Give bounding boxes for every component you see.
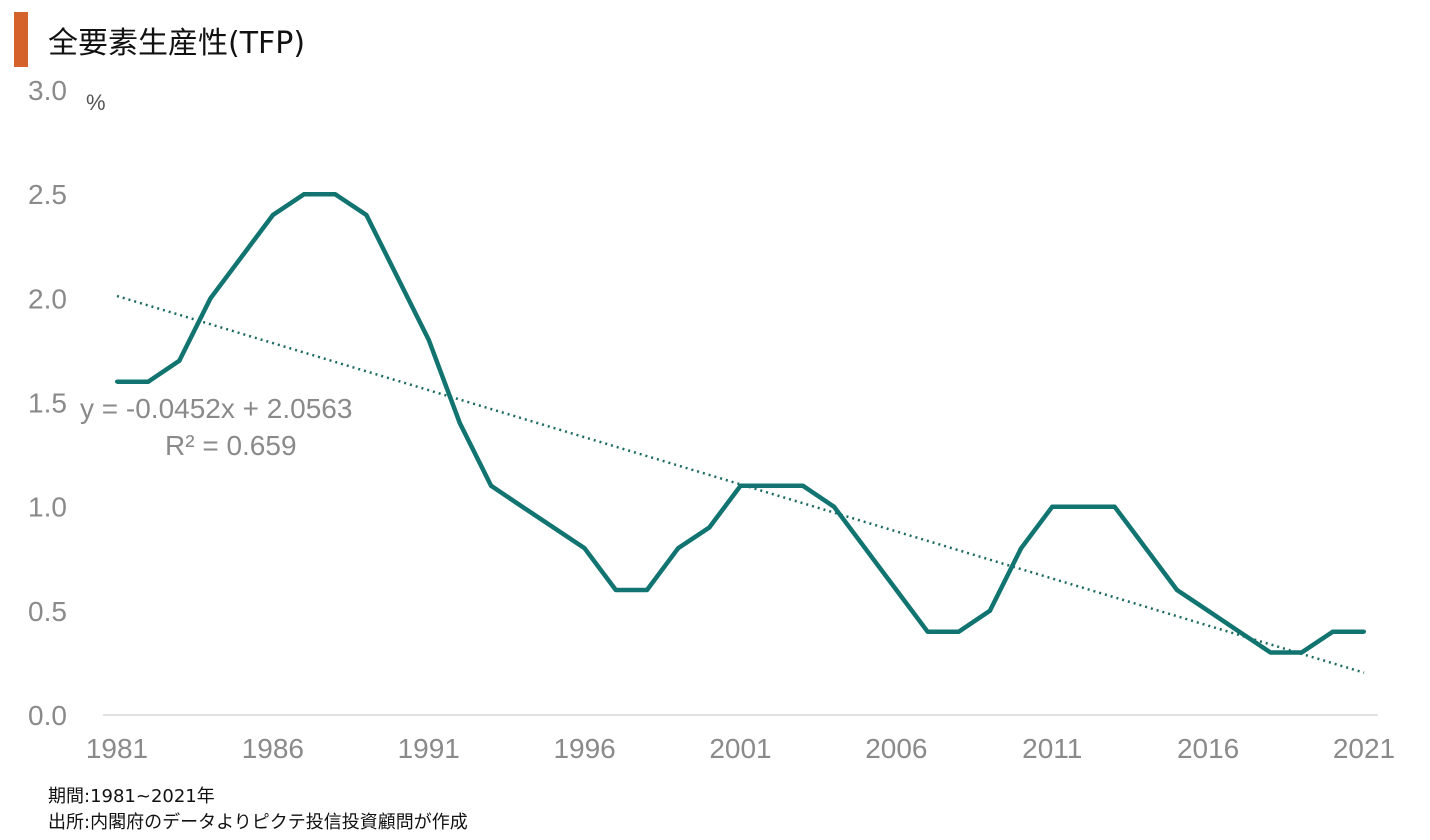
y-tick-label: 2.0 <box>28 283 67 314</box>
y-tick-label: 0.5 <box>28 596 67 627</box>
data-point <box>1299 650 1304 655</box>
trendline-equation: y = -0.0452x + 2.0563 <box>80 393 352 424</box>
data-point <box>302 192 307 197</box>
data-point <box>956 629 961 634</box>
chart-title: 全要素生産性(TFP) <box>48 26 306 61</box>
data-point <box>457 421 462 426</box>
note-period: 期間:1981~2021年 <box>48 786 215 807</box>
data-point <box>1019 546 1024 551</box>
trendline-r-squared: R² = 0.659 <box>165 430 297 461</box>
data-point <box>1237 629 1242 634</box>
data-point <box>925 629 930 634</box>
data-point <box>832 504 837 509</box>
data-point <box>177 358 182 363</box>
data-point <box>987 608 992 613</box>
x-tick-label: 1991 <box>398 733 460 764</box>
data-point <box>613 588 618 592</box>
title-accent-bar <box>14 12 28 67</box>
x-axis-ticks: 1981 1986 1991 1996 2001 2006 2011 2016 2021 <box>86 733 1395 764</box>
x-tick-label: 2006 <box>865 733 927 764</box>
data-point <box>644 588 649 592</box>
y-tick-label: 3.0 <box>28 75 67 106</box>
data-point <box>1112 504 1117 509</box>
data-point <box>239 254 244 259</box>
data-point <box>1362 629 1366 634</box>
y-tick-label: 2.5 <box>28 179 67 210</box>
data-point <box>208 296 213 301</box>
data-point <box>1330 629 1335 634</box>
trendline <box>116 294 1365 674</box>
data-point <box>426 338 431 342</box>
data-point <box>707 525 712 530</box>
data-point <box>769 483 774 488</box>
x-tick-label: 1981 <box>86 733 148 764</box>
data-point <box>364 213 369 217</box>
x-tick-label: 2021 <box>1333 733 1395 764</box>
data-point <box>582 546 587 551</box>
data-point <box>1143 546 1148 551</box>
x-tick-label: 2016 <box>1177 733 1239 764</box>
y-tick-label: 1.5 <box>28 388 67 419</box>
data-point <box>1174 588 1179 592</box>
x-tick-label: 2011 <box>1022 733 1082 764</box>
y-axis-ticks: 0.0 0.5 1.0 1.5 2.0 2.5 3.0 <box>28 75 67 731</box>
data-point <box>1081 504 1086 509</box>
note-source: 出所:内閣府のデータよりピクテ投信投資顧問が作成 <box>48 812 468 833</box>
data-point <box>489 483 494 488</box>
x-tick-label: 1996 <box>553 733 615 764</box>
y-tick-label: 1.0 <box>28 492 67 523</box>
data-point <box>270 213 275 217</box>
data-point <box>738 483 743 488</box>
data-point <box>800 483 805 488</box>
data-point <box>894 588 899 592</box>
data-point <box>1268 650 1273 655</box>
y-axis-unit: % <box>86 90 106 115</box>
y-tick-label: 0.0 <box>28 700 67 731</box>
x-tick-label: 1986 <box>242 733 304 764</box>
x-tick-label: 2001 <box>709 733 771 764</box>
data-point <box>676 546 681 551</box>
data-point <box>551 525 556 530</box>
tfp-line-chart: 0.0 0.5 1.0 1.5 2.0 2.5 3.0 % 1981 1986 1991 1996… <box>28 75 1395 764</box>
data-point <box>1206 608 1211 613</box>
data-point <box>146 379 151 384</box>
data-point <box>333 192 338 197</box>
data-point <box>863 546 868 551</box>
data-point <box>1050 504 1055 509</box>
data-point <box>115 379 119 384</box>
data-point <box>520 504 525 509</box>
data-point <box>395 275 400 280</box>
